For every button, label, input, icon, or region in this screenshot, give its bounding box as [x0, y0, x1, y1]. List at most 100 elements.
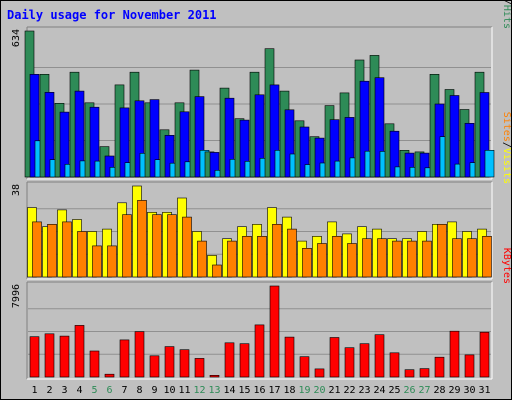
x-tick-label: 17 — [268, 385, 280, 396]
legend-entry: Hits — [501, 5, 511, 29]
x-tick-label: 12 — [193, 385, 205, 396]
bar-sites-day-8 — [137, 200, 147, 278]
x-tick-label: 26 — [403, 385, 415, 396]
bar-kbytes-day-30 — [464, 354, 475, 378]
bar-files-day-16 — [254, 94, 265, 178]
panel-legend: Sites/Visits — [501, 112, 511, 184]
legend-entry: Visits — [501, 148, 511, 184]
bar-sites-day-25 — [392, 240, 402, 278]
legend-entry: Sites — [501, 112, 511, 142]
bar-kbytes-day-29 — [449, 330, 460, 378]
x-tick-label: 7 — [121, 385, 127, 396]
x-tick-label: 11 — [178, 385, 190, 396]
bar-kbytes-day-18 — [284, 336, 295, 378]
x-tick-label: 18 — [283, 385, 295, 396]
bar-files-day-29 — [449, 95, 460, 178]
bar-sites-day-22 — [347, 243, 357, 278]
x-tick-label: 22 — [343, 385, 355, 396]
bar-sites-day-15 — [242, 236, 252, 278]
bar-sites-day-6 — [107, 245, 117, 278]
bar-sites-day-4 — [77, 231, 87, 278]
x-tick-label: 3 — [61, 385, 67, 396]
bar-sites-day-9 — [152, 214, 162, 278]
legend-entry: / — [501, 142, 511, 148]
bar-files-day-31 — [479, 92, 490, 178]
legend-entry: KBytes — [501, 248, 511, 284]
x-tick-label: 23 — [358, 385, 370, 396]
bar-files-day-22 — [344, 117, 355, 178]
bar-sites-day-17 — [272, 224, 282, 278]
x-tick-label: 15 — [238, 385, 250, 396]
bar-sites-day-1 — [32, 221, 42, 278]
x-tick-label: 21 — [328, 385, 340, 396]
bar-kbytes-day-13 — [209, 374, 220, 378]
y-max-label: 38 — [11, 184, 22, 196]
bar-kbytes-day-28 — [434, 356, 445, 378]
bar-kbytes-day-16 — [254, 324, 265, 378]
bar-files-day-17 — [269, 84, 280, 178]
bar-kbytes-day-3 — [59, 335, 70, 378]
bar-files-day-30 — [464, 123, 475, 178]
bar-files-day-27 — [419, 152, 430, 178]
panel-kbytes: 7996 KBytes — [11, 248, 511, 380]
bar-sites-day-11 — [182, 216, 192, 278]
bar-sites-day-18 — [287, 228, 297, 278]
x-tick-label: 27 — [418, 385, 430, 396]
bar-kbytes-day-11 — [179, 349, 190, 378]
bar-sites-day-7 — [122, 214, 132, 278]
bar-kbytes-day-27 — [419, 368, 430, 378]
bar-files-day-7 — [119, 107, 130, 178]
panel-legend: Pages/Files/Hits — [501, 1, 511, 29]
bar-kbytes-day-24 — [374, 334, 385, 378]
x-tick-label: 14 — [223, 385, 235, 396]
bar-files-day-25 — [389, 130, 400, 178]
bar-files-day-11 — [179, 111, 190, 178]
bar-files-day-15 — [239, 119, 250, 178]
x-tick-label: 10 — [163, 385, 175, 396]
bar-sites-day-27 — [422, 240, 432, 278]
bar-kbytes-day-19 — [299, 356, 310, 378]
x-tick-label: 24 — [373, 385, 385, 396]
x-tick-label: 20 — [313, 385, 325, 396]
bar-files-day-3 — [59, 111, 70, 178]
bar-sites-day-28 — [437, 224, 447, 278]
bar-pages-day-31 — [484, 150, 495, 178]
bar-sites-day-3 — [62, 221, 72, 278]
bar-sites-day-14 — [227, 240, 237, 278]
bar-kbytes-day-7 — [119, 339, 130, 378]
bar-kbytes-day-15 — [239, 343, 250, 378]
bar-kbytes-day-17 — [269, 285, 280, 378]
x-tick-label: 29 — [448, 385, 460, 396]
bar-kbytes-day-5 — [89, 350, 100, 378]
x-tick-label: 19 — [298, 385, 310, 396]
x-tick-label: 8 — [136, 385, 142, 396]
bar-files-day-10 — [164, 135, 175, 178]
bar-sites-day-10 — [167, 214, 177, 278]
x-tick-label: 28 — [433, 385, 445, 396]
bar-sites-day-2 — [47, 224, 57, 278]
bar-files-day-9 — [149, 99, 160, 178]
bar-files-day-24 — [374, 77, 385, 178]
chart-title: Daily usage for November 2011 — [7, 8, 217, 22]
bar-kbytes-day-26 — [404, 369, 415, 378]
y-max-label: 7996 — [11, 284, 22, 308]
panel-sites-visits: 38 Sites/Visits — [11, 112, 511, 280]
x-tick-label: 1 — [31, 385, 37, 396]
x-tick-label: 30 — [463, 385, 475, 396]
bar-kbytes-day-8 — [134, 331, 145, 378]
x-tick-label: 9 — [151, 385, 157, 396]
bar-files-day-6 — [104, 155, 115, 178]
x-tick-label: 2 — [46, 385, 52, 396]
bar-sites-day-30 — [467, 238, 477, 278]
bar-files-day-20 — [314, 137, 325, 178]
x-tick-label: 16 — [253, 385, 265, 396]
x-tick-label: 5 — [91, 385, 97, 396]
bar-kbytes-day-31 — [479, 331, 490, 378]
bar-files-day-4 — [74, 90, 85, 178]
bar-kbytes-day-12 — [194, 358, 205, 378]
bar-files-day-19 — [299, 126, 310, 178]
bar-sites-day-19 — [302, 248, 312, 278]
panel-legend: KBytes — [501, 248, 511, 284]
bar-sites-day-26 — [407, 240, 417, 278]
